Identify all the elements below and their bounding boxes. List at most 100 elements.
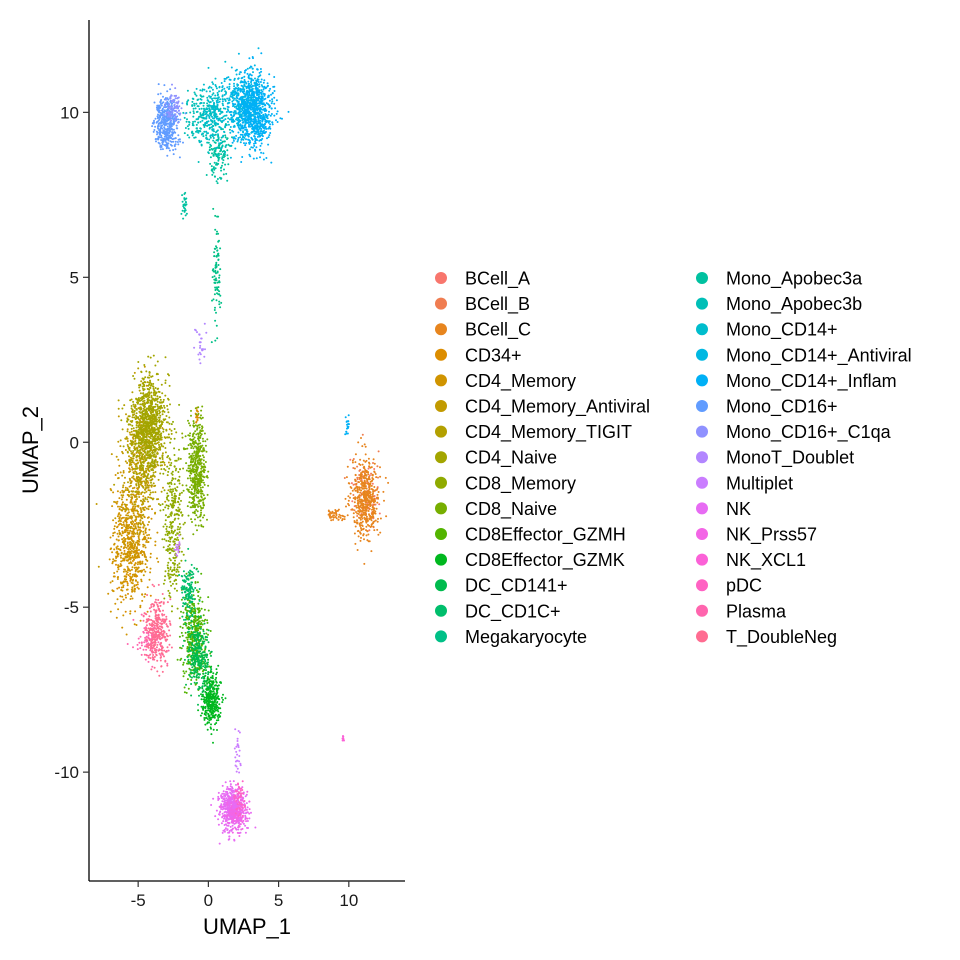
data-point <box>130 498 133 501</box>
data-point <box>349 458 352 461</box>
data-point <box>190 457 193 459</box>
data-point <box>161 413 164 416</box>
data-point <box>131 487 134 490</box>
data-point <box>130 595 133 598</box>
data-point <box>178 482 181 485</box>
data-point <box>357 513 360 515</box>
data-point <box>203 476 206 479</box>
data-point <box>126 451 129 454</box>
data-point <box>128 477 131 480</box>
data-point <box>132 472 135 475</box>
data-point <box>166 498 169 501</box>
data-point <box>207 705 210 708</box>
data-point <box>151 438 154 441</box>
data-point <box>142 444 145 447</box>
data-point <box>137 455 140 458</box>
data-point <box>172 532 175 535</box>
data-point <box>133 584 136 587</box>
data-point <box>351 508 354 511</box>
data-point <box>131 516 134 519</box>
data-point <box>182 570 185 573</box>
data-point <box>197 595 200 597</box>
data-point <box>372 507 375 510</box>
data-point <box>204 709 207 712</box>
data-point <box>142 387 144 390</box>
data-point <box>123 481 126 484</box>
data-point <box>197 570 200 573</box>
data-point <box>143 365 146 368</box>
data-point <box>167 507 170 510</box>
data-point <box>129 610 132 613</box>
data-point <box>128 490 131 493</box>
series-points-cd8effector-gzmk <box>197 658 227 744</box>
data-point <box>193 490 196 493</box>
data-point <box>194 631 196 634</box>
data-point <box>187 574 189 577</box>
data-point <box>138 538 141 541</box>
data-point <box>188 621 190 624</box>
data-point <box>200 479 203 482</box>
data-point <box>346 514 349 517</box>
data-point <box>362 459 365 462</box>
data-point <box>126 545 129 548</box>
data-point <box>200 655 203 658</box>
data-point <box>195 471 198 474</box>
data-point <box>121 559 124 562</box>
data-point <box>180 559 183 562</box>
data-point <box>215 255 218 258</box>
data-point <box>192 506 195 508</box>
data-point <box>131 436 134 439</box>
data-point <box>212 690 215 693</box>
data-point <box>129 501 132 504</box>
data-point <box>201 454 204 457</box>
data-point <box>148 521 150 523</box>
data-point <box>360 521 363 524</box>
points-layer <box>95 47 390 845</box>
data-point <box>127 514 130 517</box>
data-point <box>139 479 142 482</box>
data-point <box>173 454 176 456</box>
data-point <box>187 419 189 422</box>
data-point <box>177 513 180 516</box>
data-point <box>135 408 138 410</box>
data-point <box>149 556 152 559</box>
data-point <box>135 556 138 559</box>
data-point <box>114 474 117 476</box>
data-point <box>113 548 116 551</box>
data-point <box>201 623 204 626</box>
data-point <box>358 481 360 484</box>
data-point <box>190 659 193 662</box>
data-point <box>187 571 190 574</box>
data-point <box>204 674 207 677</box>
data-point <box>167 561 170 564</box>
data-point <box>141 461 144 464</box>
data-point <box>187 470 190 473</box>
data-point <box>190 414 192 417</box>
data-point <box>157 441 160 444</box>
data-point <box>358 488 361 491</box>
data-point <box>185 586 188 589</box>
data-point <box>134 543 136 546</box>
data-point <box>193 445 196 448</box>
data-point <box>200 572 203 575</box>
data-point <box>143 568 145 571</box>
data-point <box>121 501 124 504</box>
data-point <box>185 612 188 615</box>
data-point <box>162 409 165 412</box>
data-point <box>175 568 178 571</box>
data-point <box>128 464 131 467</box>
data-point <box>112 491 115 494</box>
data-point <box>120 517 123 520</box>
data-point <box>147 468 150 470</box>
data-point <box>197 623 200 626</box>
data-point <box>202 447 205 450</box>
data-point <box>360 515 363 518</box>
data-point <box>150 422 153 425</box>
data-point <box>356 490 359 493</box>
data-point <box>145 407 148 410</box>
data-point <box>168 592 171 595</box>
data-point <box>145 420 147 423</box>
data-point <box>119 554 122 557</box>
data-point <box>163 463 166 466</box>
data-point <box>140 570 143 573</box>
